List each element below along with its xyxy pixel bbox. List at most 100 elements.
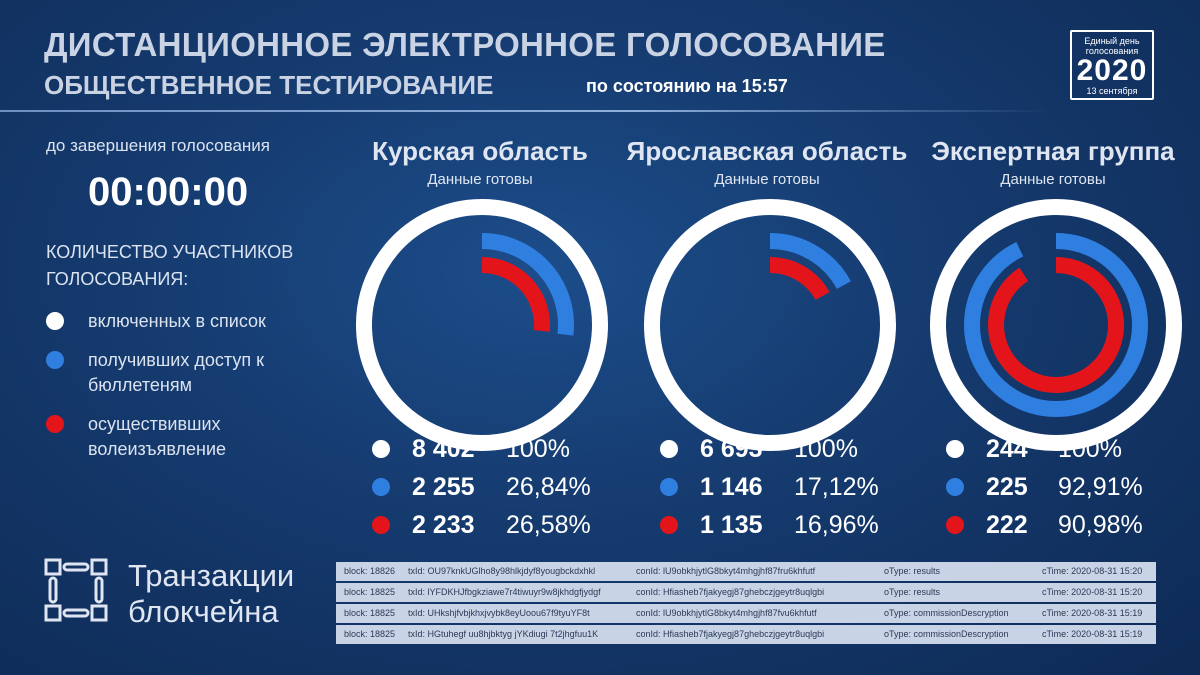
legend-label: осуществивших волеизъявление: [88, 414, 227, 459]
region-status: Данные готовы: [714, 171, 820, 188]
stat-percent: 26,84%: [506, 472, 591, 501]
region-status: Данные готовы: [427, 171, 533, 188]
stat-row-voted: 222 90,98%: [946, 506, 1200, 544]
cell-otype: oType: results: [884, 566, 941, 576]
cell-ctime: cTime: 2020-08-31 15:19: [1042, 629, 1143, 639]
status-time: по состоянию на 15:57: [586, 76, 788, 96]
region-status: Данные готовы: [1000, 171, 1106, 188]
white-dot-icon: [660, 440, 678, 458]
legend-item-voted: осуществивших волеизъявление: [46, 412, 336, 462]
cell-block: block: 18825: [344, 608, 396, 618]
region-header-experts: Экспертная группа Данные готовы: [903, 136, 1200, 188]
cell-block: block: 18825: [344, 587, 396, 597]
legend-label: получивших доступ к бюллетеням: [88, 350, 264, 395]
table-row: block: 18826 txId: OU97knkUGlho8y98hlkjd…: [336, 562, 1156, 581]
ring-arc-voted: [988, 257, 1124, 393]
ring-arc-included: [644, 199, 896, 451]
ring-chart-kursk: [356, 199, 608, 451]
stat-count: 1 135: [700, 510, 763, 539]
cell-otype: oType: commissionDescryption: [884, 629, 1009, 639]
left-panel: до завершения голосования 00:00:00 КОЛИЧ…: [46, 136, 336, 476]
ring-arc-access: [964, 233, 1148, 417]
ring-arc-included: [930, 199, 1182, 451]
ring-arc-voted: [769, 257, 830, 301]
stat-count: 222: [986, 510, 1028, 539]
table-row: block: 18825 txId: lYFDKHJfbgkziawe7r4ti…: [336, 583, 1156, 602]
region-name: Курская область: [372, 136, 588, 166]
cell-block: block: 18825: [344, 629, 396, 639]
countdown-label: до завершения голосования: [46, 136, 271, 155]
logo-line1: Единый день голосования: [1084, 36, 1140, 56]
region-header-yaroslavl: Ярославская область Данные готовы: [617, 136, 917, 188]
stat-count: 1 146: [700, 472, 763, 501]
cell-conid: conId: Hfiasheb7fjakyegj87ghebczjgeytr8u…: [636, 629, 825, 639]
red-dot-icon: [660, 516, 678, 534]
cell-txid: txId: lYFDKHJfbgkziawe7r4tiwuyr9w8jkhdgf…: [408, 587, 601, 597]
cell-conid: conId: lU9obkhjytlG8bkyt4mhgjhf87fvu6khf…: [636, 608, 817, 618]
logo-date: 13 сентября: [1086, 86, 1138, 96]
cell-conid: conId: Hfiasheb7fjakyegj87ghebczjgeytr8u…: [636, 587, 825, 597]
ring-chart-yaroslavl: [644, 199, 896, 451]
table-row: block: 18825 txId: UHkshjfvbjkhxjvybk8ey…: [336, 604, 1156, 623]
stat-count: 244: [986, 434, 1028, 463]
page-subtitle: ОБЩЕСТВЕННОЕ ТЕСТИРОВАНИЕ: [44, 70, 494, 100]
cell-txid: txId: OU97knkUGlho8y98hlkjdyf8yougbckdxh…: [408, 566, 596, 576]
stat-percent: 17,12%: [794, 472, 879, 501]
stat-row-access: 2 255 26,84%: [372, 468, 632, 506]
stat-percent: 100%: [1058, 434, 1122, 463]
blue-dot-icon: [946, 478, 964, 496]
ring-chart-experts: [930, 199, 1182, 451]
cell-conid: conId: lU9obkhjytlG8bkyt4mhgjhf87fru6khf…: [636, 566, 816, 576]
stat-percent: 100%: [794, 434, 858, 463]
cell-txid: txId: HGtuhegf uu8hjbktyg jYKdiugi 7t2jh…: [408, 629, 599, 639]
stats-kursk: 8 402 100% 2 255 26,84% 2 233 26,58%: [372, 430, 632, 544]
countdown-timer: 00:00:00: [88, 170, 249, 214]
legend: включенных в список получивших доступ к …: [46, 309, 336, 462]
stat-count: 6 693: [700, 434, 763, 463]
stats-experts: 244 100% 225 92,91% 222 90,98%: [946, 430, 1200, 544]
cell-ctime: cTime: 2020-08-31 15:20: [1042, 587, 1143, 597]
stat-percent: 16,96%: [794, 510, 879, 539]
stat-count: 2 255: [412, 472, 475, 501]
stat-row-included: 8 402 100%: [372, 430, 632, 468]
ring-arc-access: [769, 233, 851, 290]
participants-label: КОЛИЧЕСТВО УЧАСТНИКОВ ГОЛОСОВАНИЯ:: [46, 242, 294, 289]
stat-row-included: 244 100%: [946, 430, 1200, 468]
stat-percent: 26,58%: [506, 510, 591, 539]
red-dot-icon: [372, 516, 390, 534]
stat-percent: 92,91%: [1058, 472, 1143, 501]
stats-yaroslavl: 6 693 100% 1 146 17,12% 1 135 16,96%: [660, 430, 920, 544]
cell-block: block: 18826: [344, 566, 396, 576]
stat-count: 8 402: [412, 434, 475, 463]
ring-arc-access: [481, 233, 574, 336]
page-title: ДИСТАНЦИОННОЕ ЭЛЕКТРОННОЕ ГОЛОСОВАНИЕ: [44, 26, 886, 63]
legend-item-included: включенных в список: [46, 309, 336, 334]
table-row: block: 18825 txId: HGtuhegf uu8hjbktyg j…: [336, 625, 1156, 644]
cell-txid: txId: UHkshjfvbjkhxjvybk8eyUoou67f9tyuYF…: [408, 608, 590, 618]
white-dot-icon: [46, 312, 64, 330]
cell-otype: oType: commissionDescryption: [884, 608, 1009, 618]
red-dot-icon: [946, 516, 964, 534]
logo-year: 2020: [1076, 54, 1148, 87]
stat-row-voted: 2 233 26,58%: [372, 506, 632, 544]
region-name: Ярославская область: [626, 136, 908, 166]
stat-percent: 90,98%: [1058, 510, 1143, 539]
transactions-table: block: 18826 txId: OU97knkUGlho8y98hlkjd…: [336, 562, 1156, 646]
cell-ctime: cTime: 2020-08-31 15:19: [1042, 608, 1143, 618]
legend-item-access: получивших доступ к бюллетеням: [46, 348, 336, 398]
blue-dot-icon: [46, 351, 64, 369]
region-header-kursk: Курская область Данные готовы: [330, 136, 630, 188]
stat-row-access: 225 92,91%: [946, 468, 1200, 506]
ring-arc-included: [356, 199, 608, 451]
region-name: Экспертная группа: [931, 136, 1175, 166]
white-dot-icon: [372, 440, 390, 458]
stat-count: 2 233: [412, 510, 475, 539]
blue-dot-icon: [372, 478, 390, 496]
stat-row-included: 6 693 100%: [660, 430, 920, 468]
white-dot-icon: [946, 440, 964, 458]
election-logo: Единый день голосования 2020 13 сентября: [1070, 30, 1154, 100]
blockchain-icon: [44, 558, 108, 622]
stat-row-voted: 1 135 16,96%: [660, 506, 920, 544]
stat-count: 225: [986, 472, 1028, 501]
blockchain-label-line1: Транзакции: [128, 558, 295, 593]
